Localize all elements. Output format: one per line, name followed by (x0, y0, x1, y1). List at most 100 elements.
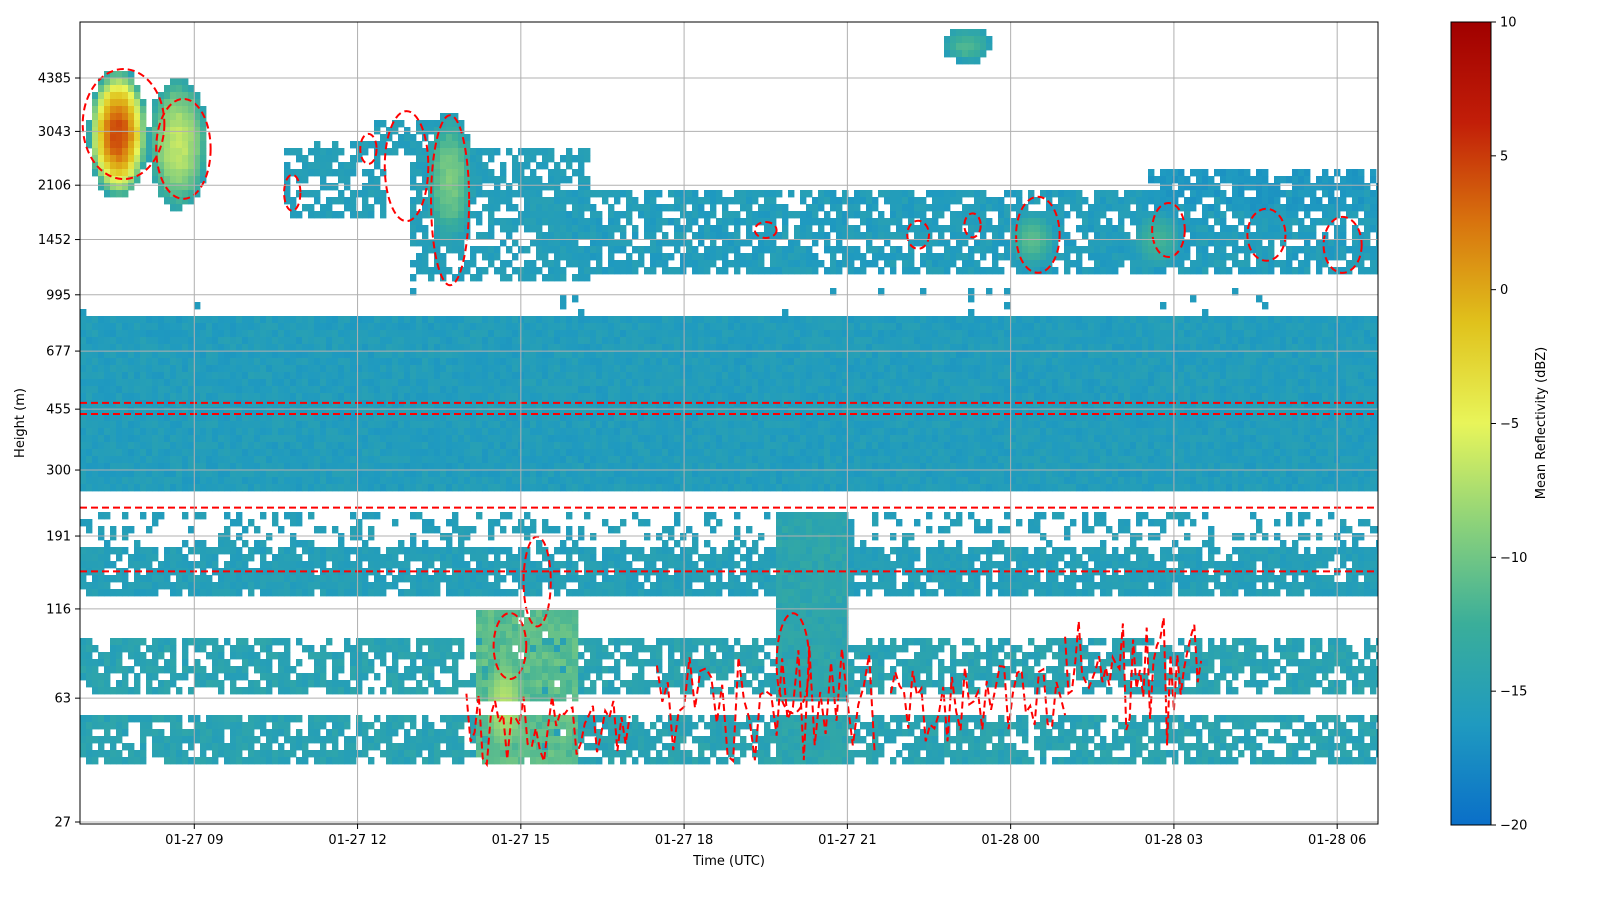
heatmap-cell (110, 456, 117, 464)
heatmap-cell (116, 547, 123, 555)
heatmap-cell (398, 652, 405, 660)
heatmap-cell (236, 393, 243, 401)
heatmap-cell (164, 680, 171, 688)
heatmap-cell (170, 155, 177, 163)
heatmap-cell (218, 456, 225, 464)
heatmap-cell (530, 631, 537, 639)
heatmap-cell (572, 323, 579, 331)
heatmap-cell (572, 351, 579, 359)
heatmap-cell (440, 561, 447, 569)
heatmap-cell (578, 204, 585, 212)
heatmap-cell (314, 428, 321, 436)
heatmap-cell (116, 386, 123, 394)
heatmap-cell (362, 568, 369, 576)
heatmap-cell (542, 715, 549, 723)
heatmap-cell (500, 680, 507, 688)
heatmap-cell (356, 358, 363, 366)
heatmap-cell (530, 316, 537, 324)
heatmap-cell (524, 575, 531, 583)
heatmap-cell (194, 561, 201, 569)
heatmap-cell (560, 372, 567, 380)
heatmap-cell (488, 260, 495, 268)
heatmap-cell (464, 477, 471, 485)
heatmap-cell (404, 729, 411, 737)
heatmap-cell (134, 750, 141, 758)
heatmap-cell (524, 267, 531, 275)
heatmap-cell (542, 316, 549, 324)
heatmap-cell (86, 715, 93, 723)
heatmap-cell (368, 757, 375, 765)
heatmap-cell (602, 330, 609, 338)
heatmap-cell (374, 155, 381, 163)
heatmap-cell (512, 316, 519, 324)
heatmap-cell (98, 477, 105, 485)
heatmap-cell (116, 330, 123, 338)
heatmap-cell (188, 428, 195, 436)
heatmap-cell (92, 106, 99, 114)
heatmap-cell (554, 652, 561, 660)
heatmap-cell (614, 344, 621, 352)
heatmap-cell (524, 589, 531, 597)
heatmap-cell (188, 190, 195, 198)
heatmap-cell (86, 743, 93, 751)
heatmap-cell (536, 484, 543, 492)
heatmap-cell (446, 120, 453, 128)
heatmap-cell (554, 197, 561, 205)
heatmap-cell (134, 561, 141, 569)
heatmap-cell (470, 442, 477, 450)
heatmap-cell (554, 379, 561, 387)
heatmap-cell (584, 358, 591, 366)
heatmap-cell (320, 344, 327, 352)
heatmap-cell (344, 169, 351, 177)
heatmap-cell (428, 386, 435, 394)
heatmap-cell (338, 666, 345, 674)
heatmap-cell (152, 372, 159, 380)
heatmap-cell (290, 470, 297, 478)
heatmap-cell (440, 204, 447, 212)
heatmap-cell (542, 680, 549, 688)
heatmap-cell (254, 379, 261, 387)
heatmap-cell (86, 582, 93, 590)
heatmap-cell (566, 239, 573, 247)
heatmap-cell (410, 589, 417, 597)
heatmap-cell (242, 561, 249, 569)
heatmap-cell (410, 407, 417, 415)
heatmap-cell (434, 638, 441, 646)
heatmap-cell (434, 379, 441, 387)
heatmap-cell (218, 442, 225, 450)
heatmap-cell (188, 442, 195, 450)
heatmap-cell (572, 463, 579, 471)
heatmap-cell (266, 358, 273, 366)
heatmap-cell (578, 477, 585, 485)
heatmap-cell (200, 729, 207, 737)
heatmap-cell (458, 148, 465, 156)
heatmap-cell (416, 428, 423, 436)
heatmap-cell (146, 484, 153, 492)
heatmap-cell (374, 421, 381, 429)
heatmap-cell (572, 358, 579, 366)
heatmap-cell (428, 554, 435, 562)
heatmap-cell (548, 155, 555, 163)
heatmap-cell (170, 673, 177, 681)
heatmap-cell (326, 715, 333, 723)
heatmap-cell (224, 547, 231, 555)
heatmap-cell (524, 246, 531, 254)
heatmap-cell (206, 561, 213, 569)
heatmap-cell (404, 358, 411, 366)
heatmap-cell (482, 267, 489, 275)
heatmap-cell (164, 659, 171, 667)
heatmap-cell (566, 162, 573, 170)
heatmap-cell (374, 561, 381, 569)
heatmap-cell (506, 344, 513, 352)
heatmap-cell (140, 638, 147, 646)
heatmap-cell (356, 687, 363, 695)
heatmap-cell (86, 673, 93, 681)
heatmap-cell (590, 652, 597, 660)
heatmap-cell (98, 78, 105, 86)
heatmap-cell (290, 750, 297, 758)
heatmap-cell (176, 316, 183, 324)
heatmap-cell (554, 729, 561, 737)
heatmap-cell (212, 638, 219, 646)
heatmap-cell (140, 582, 147, 590)
heatmap-cell (614, 267, 621, 275)
